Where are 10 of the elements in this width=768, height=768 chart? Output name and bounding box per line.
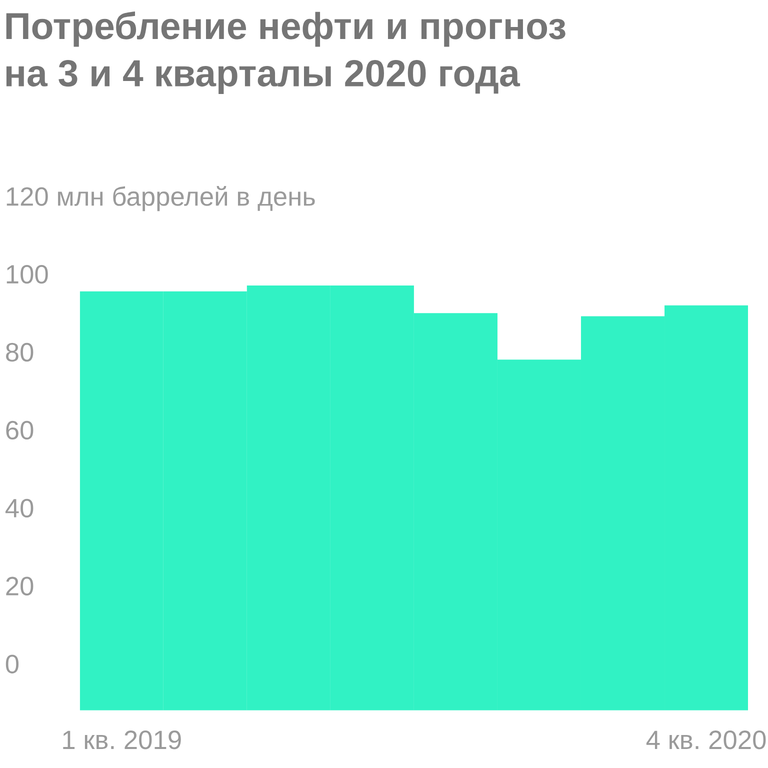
y-tick-label: 80 xyxy=(6,342,34,362)
y-tick-label: 0 xyxy=(6,654,19,674)
y-tick-label: 40 xyxy=(5,498,34,518)
y-tick-label: 100 xyxy=(6,264,48,284)
x-tick-label: 1 кв. 2019 xyxy=(63,730,181,750)
x-tick-label: 4 кв. 2020 xyxy=(646,730,766,750)
y-tick-label: 20 xyxy=(6,576,34,596)
y-tick-label: 120 млн баррелей в день xyxy=(6,186,315,212)
y-tick-label: 60 xyxy=(6,420,34,440)
chart-title: Потребление нефти и прогноз на 3 и 4 кварталы 2020 года xyxy=(6,12,566,94)
